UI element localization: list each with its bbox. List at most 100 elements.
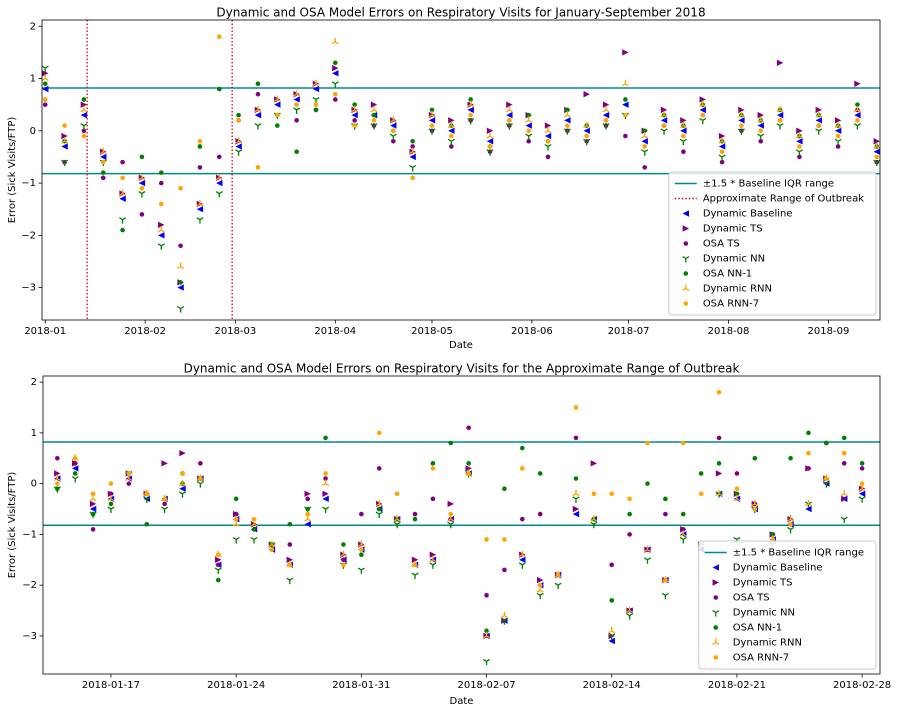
point (699, 100, 707, 108)
chart-title: Dynamic and OSA Model Errors on Respirat… (184, 362, 740, 376)
point (255, 165, 261, 170)
point (429, 562, 437, 569)
point (391, 128, 396, 134)
point (412, 511, 418, 517)
point (61, 132, 68, 140)
point (81, 128, 87, 134)
point (143, 496, 151, 503)
point (138, 191, 146, 198)
point (734, 491, 740, 497)
point (287, 542, 293, 547)
point (100, 153, 107, 161)
point (507, 118, 512, 123)
point (718, 137, 726, 144)
point (232, 536, 240, 544)
point (357, 540, 365, 548)
point (840, 516, 848, 524)
point (583, 91, 590, 98)
point (840, 489, 848, 497)
point (737, 111, 745, 118)
point (718, 132, 726, 140)
point (312, 79, 320, 87)
point (537, 471, 543, 476)
point (120, 227, 125, 233)
point (466, 471, 471, 476)
point (138, 179, 146, 187)
legend-swatch (683, 271, 689, 276)
legend-swatch (683, 301, 689, 306)
point (305, 511, 310, 517)
point (776, 105, 784, 113)
point (537, 582, 543, 588)
point (216, 179, 223, 187)
point (642, 128, 648, 134)
point (371, 118, 377, 123)
point (645, 481, 650, 486)
x-tick-label: 2018-01-24 (207, 680, 265, 691)
point (90, 511, 96, 517)
point (788, 521, 793, 527)
point (178, 479, 187, 487)
point (448, 127, 455, 135)
point (410, 138, 415, 144)
point (545, 138, 551, 144)
point (565, 107, 570, 113)
point (333, 97, 338, 102)
point (71, 476, 79, 483)
point (410, 144, 415, 149)
point (81, 97, 87, 102)
point (313, 102, 319, 107)
point (428, 128, 436, 135)
point (806, 430, 811, 436)
point (564, 117, 571, 124)
point (626, 613, 634, 620)
point (787, 515, 795, 522)
y-tick-label: −1 (21, 178, 36, 189)
point (776, 123, 784, 130)
point (544, 144, 552, 151)
point (718, 143, 726, 150)
point (119, 189, 127, 196)
point (370, 105, 378, 113)
point (178, 491, 187, 498)
point (544, 122, 552, 129)
legend-swatch (682, 210, 690, 217)
point (429, 123, 435, 128)
point (841, 435, 847, 441)
point (505, 123, 513, 130)
point (412, 562, 418, 568)
point (428, 111, 436, 118)
y-tick-label: −3 (21, 283, 36, 294)
point (139, 154, 145, 160)
point (752, 455, 758, 461)
point (100, 170, 106, 175)
point (197, 165, 203, 170)
y-tick-label: −2 (21, 230, 36, 241)
point (626, 606, 634, 614)
point (331, 81, 339, 88)
point (627, 532, 632, 537)
point (590, 515, 598, 522)
point (430, 461, 436, 466)
point (448, 511, 454, 517)
point (835, 144, 841, 149)
point (177, 306, 185, 313)
point (42, 102, 48, 107)
x-tick-label: 2018-06 (511, 326, 553, 337)
point (661, 123, 667, 128)
point (198, 476, 203, 481)
legend-box (668, 171, 877, 316)
point (757, 111, 764, 119)
point (680, 527, 686, 532)
x-tick-label: 2018-04 (314, 326, 356, 337)
y-tick-label: 2 (30, 21, 36, 32)
point (623, 97, 628, 102)
point (409, 147, 417, 155)
point (537, 511, 543, 517)
point (752, 506, 758, 512)
point (331, 37, 339, 45)
point (796, 127, 803, 135)
point (447, 121, 455, 129)
point (719, 159, 725, 165)
legend-label: ±1.5 * Baseline IQR range (703, 179, 834, 190)
